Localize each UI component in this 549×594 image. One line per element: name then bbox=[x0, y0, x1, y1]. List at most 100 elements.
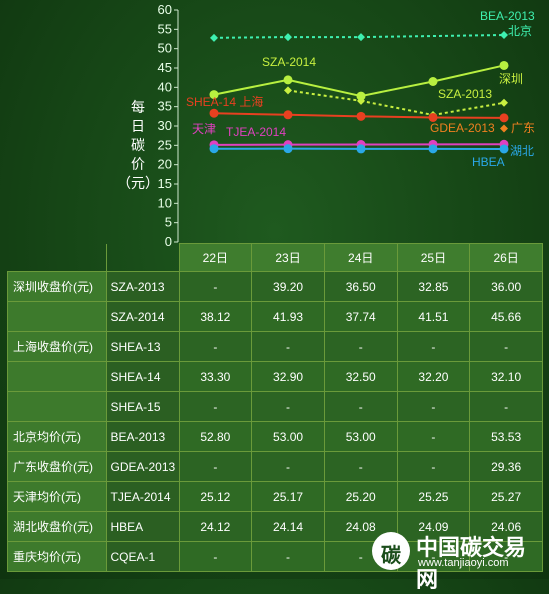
value-cell: - bbox=[470, 332, 543, 362]
column-header: 26日 bbox=[470, 244, 543, 272]
data-point-HBEA bbox=[284, 144, 293, 153]
data-point-BEA-2013 bbox=[210, 34, 218, 42]
column-header: 24日 bbox=[324, 244, 397, 272]
value-cell: - bbox=[179, 332, 252, 362]
value-cell: 25.12 bbox=[179, 482, 252, 512]
contract-cell: HBEA bbox=[106, 512, 179, 542]
y-tick-label: 35 bbox=[158, 99, 172, 114]
y-axis-label-unit: （元） bbox=[117, 176, 159, 192]
contract-cell: GDEA-2013 bbox=[106, 452, 179, 482]
chart: 051015202530354045505560每日碳价（元）SZA-2013S… bbox=[0, 0, 549, 250]
contract-cell: BEA-2013 bbox=[106, 422, 179, 452]
data-point-SHEA-14 bbox=[500, 113, 509, 122]
price-table: 22日 23日 24日 25日 26日 深圳收盘价(元)SZA-2013-39.… bbox=[7, 243, 543, 572]
y-tick-label: 60 bbox=[158, 2, 172, 17]
data-point-BEA-2013 bbox=[357, 33, 365, 41]
y-axis-label-char: 碳 bbox=[131, 138, 145, 154]
value-cell: 25.20 bbox=[324, 482, 397, 512]
contract-cell: SHEA-14 bbox=[106, 362, 179, 392]
series-line-SZA-2013 bbox=[433, 103, 504, 115]
value-cell: 41.51 bbox=[397, 302, 470, 332]
series-line-SHEA-14 bbox=[361, 116, 433, 117]
series-label-BEA-2013: BEA-2013 bbox=[480, 9, 535, 23]
region-label-beijing: 北京 bbox=[508, 24, 532, 38]
data-point-SZA-2014 bbox=[429, 77, 438, 86]
market-cell: 上海收盘价(元) bbox=[8, 332, 107, 362]
column-header: 22日 bbox=[179, 244, 252, 272]
data-point-SZA-2014 bbox=[284, 75, 293, 84]
table-row: 上海收盘价(元)SHEA-13----- bbox=[8, 332, 543, 362]
value-cell: 25.17 bbox=[252, 482, 325, 512]
series-line-SZA-2014 bbox=[214, 80, 288, 95]
value-cell: - bbox=[470, 392, 543, 422]
value-cell: 53.53 bbox=[470, 422, 543, 452]
value-cell: 32.50 bbox=[324, 362, 397, 392]
y-axis-label-char: 价 bbox=[131, 157, 145, 173]
series-line-SZA-2013 bbox=[288, 90, 361, 100]
value-cell: 32.90 bbox=[252, 362, 325, 392]
value-cell: - bbox=[252, 542, 325, 572]
series-label-HBEA: HBEA bbox=[472, 155, 505, 169]
header-blank-market bbox=[8, 244, 107, 272]
value-cell: 37.74 bbox=[324, 302, 397, 332]
value-cell: 39.20 bbox=[252, 272, 325, 302]
series-label-TJEA-2014: TJEA-2014 bbox=[226, 125, 286, 139]
header-blank-contract bbox=[106, 244, 179, 272]
value-cell: 41.93 bbox=[252, 302, 325, 332]
value-cell: 38.12 bbox=[179, 302, 252, 332]
y-tick-label: 15 bbox=[158, 176, 172, 191]
value-cell: 25.25 bbox=[397, 482, 470, 512]
contract-cell: CQEA-1 bbox=[106, 542, 179, 572]
data-point-SHEA-14 bbox=[284, 110, 293, 119]
data-point-SZA-2013 bbox=[500, 99, 508, 107]
value-cell: - bbox=[179, 452, 252, 482]
region-label-hubei: 湖北 bbox=[510, 143, 534, 158]
data-point-SZA-2013 bbox=[284, 86, 292, 94]
value-cell: 32.10 bbox=[470, 362, 543, 392]
value-cell: 36.50 bbox=[324, 272, 397, 302]
y-axis-label-char: 每 bbox=[131, 100, 145, 116]
contract-cell: TJEA-2014 bbox=[106, 482, 179, 512]
value-cell: - bbox=[397, 422, 470, 452]
value-cell: - bbox=[397, 332, 470, 362]
value-cell: - bbox=[252, 392, 325, 422]
value-cell: 25.27 bbox=[470, 482, 543, 512]
market-cell: 重庆均价(元) bbox=[8, 542, 107, 572]
series-line-BEA-2013 bbox=[214, 37, 288, 38]
value-cell: - bbox=[324, 452, 397, 482]
y-tick-label: 5 bbox=[165, 215, 172, 230]
market-cell: 湖北收盘价(元) bbox=[8, 512, 107, 542]
value-cell: - bbox=[179, 542, 252, 572]
y-axis-label-char: 日 bbox=[131, 119, 145, 135]
y-tick-label: 45 bbox=[158, 60, 172, 75]
region-label-guangdong: 广东 bbox=[511, 121, 535, 135]
value-cell: - bbox=[252, 452, 325, 482]
watermark: 碳 中国碳交易网 www.tanjiaoyi.com bbox=[372, 528, 542, 574]
data-point-HBEA bbox=[429, 144, 438, 153]
table-header-row: 22日 23日 24日 25日 26日 bbox=[8, 244, 543, 272]
column-header: 23日 bbox=[252, 244, 325, 272]
site-logo: 碳 bbox=[372, 532, 410, 570]
y-tick-label: 10 bbox=[158, 195, 172, 210]
data-point-HBEA bbox=[500, 144, 509, 153]
value-cell: 45.66 bbox=[470, 302, 543, 332]
market-cell bbox=[8, 362, 107, 392]
watermark-url: www.tanjiaoyi.com bbox=[418, 557, 508, 569]
value-cell: 32.85 bbox=[397, 272, 470, 302]
market-cell bbox=[8, 392, 107, 422]
value-cell: 32.20 bbox=[397, 362, 470, 392]
y-tick-label: 55 bbox=[158, 21, 172, 36]
value-cell: 53.00 bbox=[252, 422, 325, 452]
contract-cell: SHEA-13 bbox=[106, 332, 179, 362]
value-cell: 24.14 bbox=[252, 512, 325, 542]
value-cell: 53.00 bbox=[324, 422, 397, 452]
data-point-SHEA-14 bbox=[210, 109, 219, 118]
region-label-shenzhen: 深圳 bbox=[499, 72, 523, 86]
series-line-SHEA-14 bbox=[288, 115, 361, 117]
data-point-SZA-2014 bbox=[500, 61, 509, 70]
data-point-GDEA-2013 bbox=[500, 124, 508, 132]
